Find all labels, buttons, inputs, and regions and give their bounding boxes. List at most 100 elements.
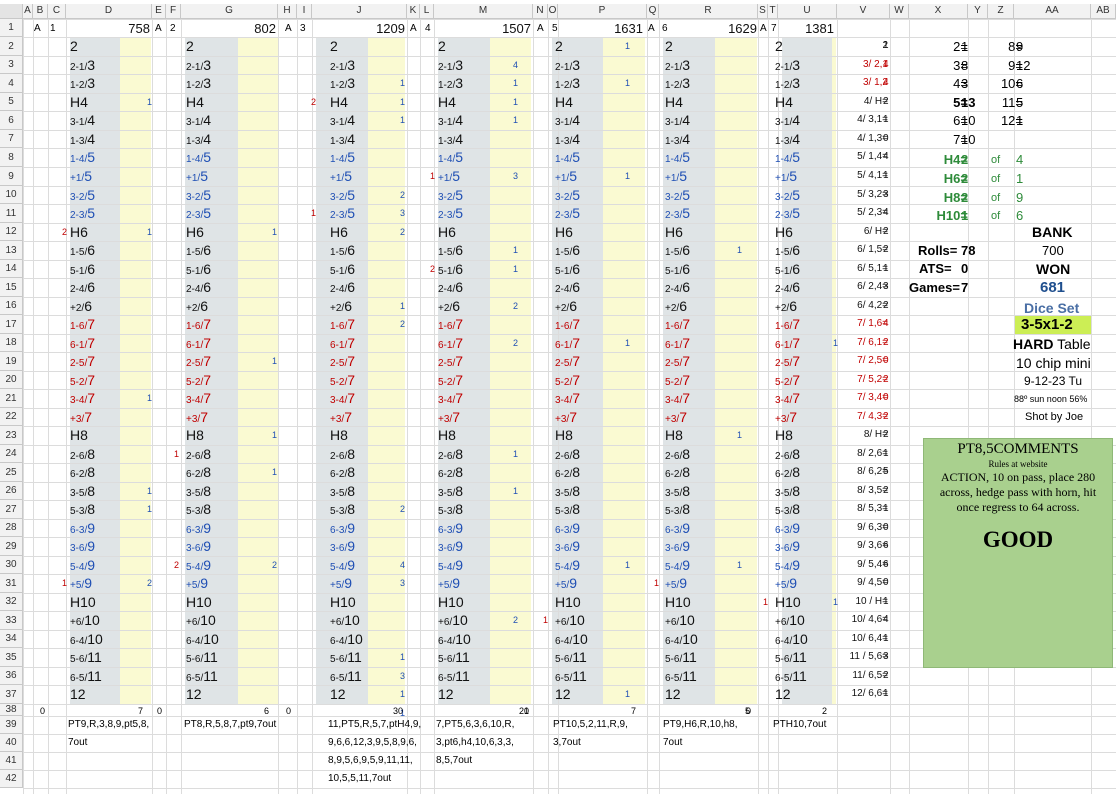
column-header[interactable]: S bbox=[758, 4, 768, 19]
column-header[interactable]: T bbox=[768, 4, 778, 19]
roll-breakdown-count: 2 bbox=[883, 300, 889, 311]
column-header[interactable]: D bbox=[66, 4, 152, 19]
row-header[interactable]: 18 bbox=[0, 334, 23, 352]
column-header[interactable]: K bbox=[407, 4, 420, 19]
column-header[interactable]: E bbox=[152, 4, 166, 19]
column-header[interactable]: W bbox=[890, 4, 909, 19]
column-header[interactable]: X bbox=[909, 4, 968, 19]
row-header[interactable]: 1 bbox=[0, 19, 23, 37]
row-header[interactable]: 40 bbox=[0, 734, 23, 752]
column-header[interactable]: AA bbox=[1014, 4, 1091, 19]
row-header[interactable]: 8 bbox=[0, 148, 23, 167]
column-header[interactable]: A bbox=[23, 4, 33, 19]
row-header[interactable]: 16 bbox=[0, 297, 23, 315]
roll-sum: 8 bbox=[792, 501, 801, 517]
row-header[interactable]: 10 bbox=[0, 186, 23, 204]
row-header[interactable]: 41 bbox=[0, 752, 23, 770]
dice-combo: 5-3/ bbox=[186, 506, 204, 517]
roll-count: 1 bbox=[272, 467, 278, 477]
column-header[interactable]: I bbox=[297, 4, 312, 19]
roll-sum: 10 bbox=[347, 631, 363, 647]
row-header[interactable]: 23 bbox=[0, 426, 23, 445]
column-header[interactable]: P bbox=[558, 4, 647, 19]
column-header[interactable]: Z bbox=[988, 4, 1014, 19]
sum-value: 1 bbox=[961, 39, 969, 54]
row-header[interactable]: 37 bbox=[0, 685, 23, 704]
row-header[interactable]: 3 bbox=[0, 56, 23, 74]
column-header[interactable]: Y bbox=[968, 4, 988, 19]
roll-count: 1 bbox=[147, 504, 153, 514]
roll-label: 6-3/9 bbox=[438, 521, 463, 537]
dice-combo: 1-2/ bbox=[330, 80, 348, 91]
row-header[interactable]: 13 bbox=[0, 241, 23, 260]
roll-count: 1 bbox=[513, 245, 519, 255]
roll-sum: 7 bbox=[792, 390, 801, 406]
dice-combo: 3-1/ bbox=[438, 117, 456, 128]
roll-label: 1-2/3 bbox=[775, 76, 800, 92]
row-header[interactable]: 32 bbox=[0, 593, 23, 611]
row-header[interactable]: 17 bbox=[0, 315, 23, 334]
row-header[interactable]: 22 bbox=[0, 408, 23, 426]
row-header[interactable]: 7 bbox=[0, 130, 23, 148]
row-header[interactable]: 42 bbox=[0, 770, 23, 788]
column-header[interactable]: C bbox=[48, 4, 66, 19]
row-header[interactable]: 30 bbox=[0, 556, 23, 574]
roll-breakdown-label: 12/ 6,6= bbox=[851, 688, 888, 699]
row-header[interactable]: 20 bbox=[0, 371, 23, 389]
column-header[interactable]: Q bbox=[647, 4, 659, 19]
column-header[interactable]: J bbox=[312, 4, 407, 19]
row-header[interactable]: 12 bbox=[0, 223, 23, 241]
row-header[interactable]: 14 bbox=[0, 260, 23, 278]
row-header[interactable]: 39 bbox=[0, 716, 23, 734]
select-all-corner[interactable] bbox=[0, 4, 23, 19]
roll-count-left: 2 bbox=[311, 97, 317, 107]
roll-sum: 5 bbox=[455, 149, 464, 165]
row-header[interactable]: 35 bbox=[0, 648, 23, 667]
roll-sum: 5 bbox=[200, 168, 208, 184]
roll-sum: 8 bbox=[675, 427, 683, 443]
column-header[interactable]: M bbox=[434, 4, 533, 19]
roll-breakdown-count: 1 bbox=[883, 596, 889, 607]
row-header[interactable]: 6 bbox=[0, 111, 23, 130]
row-header[interactable]: 28 bbox=[0, 519, 23, 537]
row-header[interactable]: 34 bbox=[0, 630, 23, 648]
row-header[interactable]: 19 bbox=[0, 352, 23, 371]
column-header[interactable]: G bbox=[181, 4, 278, 19]
row-header[interactable]: 26 bbox=[0, 482, 23, 500]
row-header[interactable]: 38 bbox=[0, 704, 23, 716]
dice-combo: 3-2/ bbox=[330, 192, 348, 203]
roll-sum: 8 bbox=[196, 427, 204, 443]
sum-label: 7= bbox=[953, 132, 968, 147]
game-a-label: A bbox=[760, 23, 767, 34]
row-header[interactable]: 29 bbox=[0, 537, 23, 556]
row-header[interactable]: 21 bbox=[0, 389, 23, 408]
roll-sum: 6 bbox=[87, 279, 96, 295]
row-header[interactable]: 33 bbox=[0, 611, 23, 630]
column-header[interactable]: R bbox=[659, 4, 758, 19]
column-header[interactable]: L bbox=[420, 4, 434, 19]
column-header[interactable]: B bbox=[33, 4, 48, 19]
column-header[interactable]: V bbox=[837, 4, 890, 19]
row-header[interactable]: 24 bbox=[0, 445, 23, 463]
row-header[interactable]: 5 bbox=[0, 93, 23, 111]
row-header[interactable]: 27 bbox=[0, 500, 23, 519]
column-header[interactable]: AB bbox=[1091, 4, 1116, 19]
row-header[interactable]: 11 bbox=[0, 204, 23, 223]
dice-combo: +5/ bbox=[775, 580, 790, 591]
roll-sum: 8 bbox=[87, 464, 96, 480]
row-header[interactable]: 9 bbox=[0, 167, 23, 186]
column-header[interactable]: U bbox=[778, 4, 837, 19]
row-header[interactable]: 31 bbox=[0, 574, 23, 593]
row-header[interactable]: 15 bbox=[0, 278, 23, 297]
column-header[interactable]: O bbox=[548, 4, 558, 19]
row-header[interactable]: 4 bbox=[0, 74, 23, 93]
row-header[interactable]: 2 bbox=[0, 37, 23, 56]
column-header[interactable]: H bbox=[278, 4, 297, 19]
row-header[interactable]: 25 bbox=[0, 463, 23, 482]
column-header[interactable]: F bbox=[166, 4, 181, 19]
row-header[interactable]: 36 bbox=[0, 667, 23, 685]
column-header[interactable]: N bbox=[533, 4, 548, 19]
roll-sum: 11 bbox=[572, 668, 587, 684]
roll-label: 2-4/6 bbox=[186, 280, 211, 296]
